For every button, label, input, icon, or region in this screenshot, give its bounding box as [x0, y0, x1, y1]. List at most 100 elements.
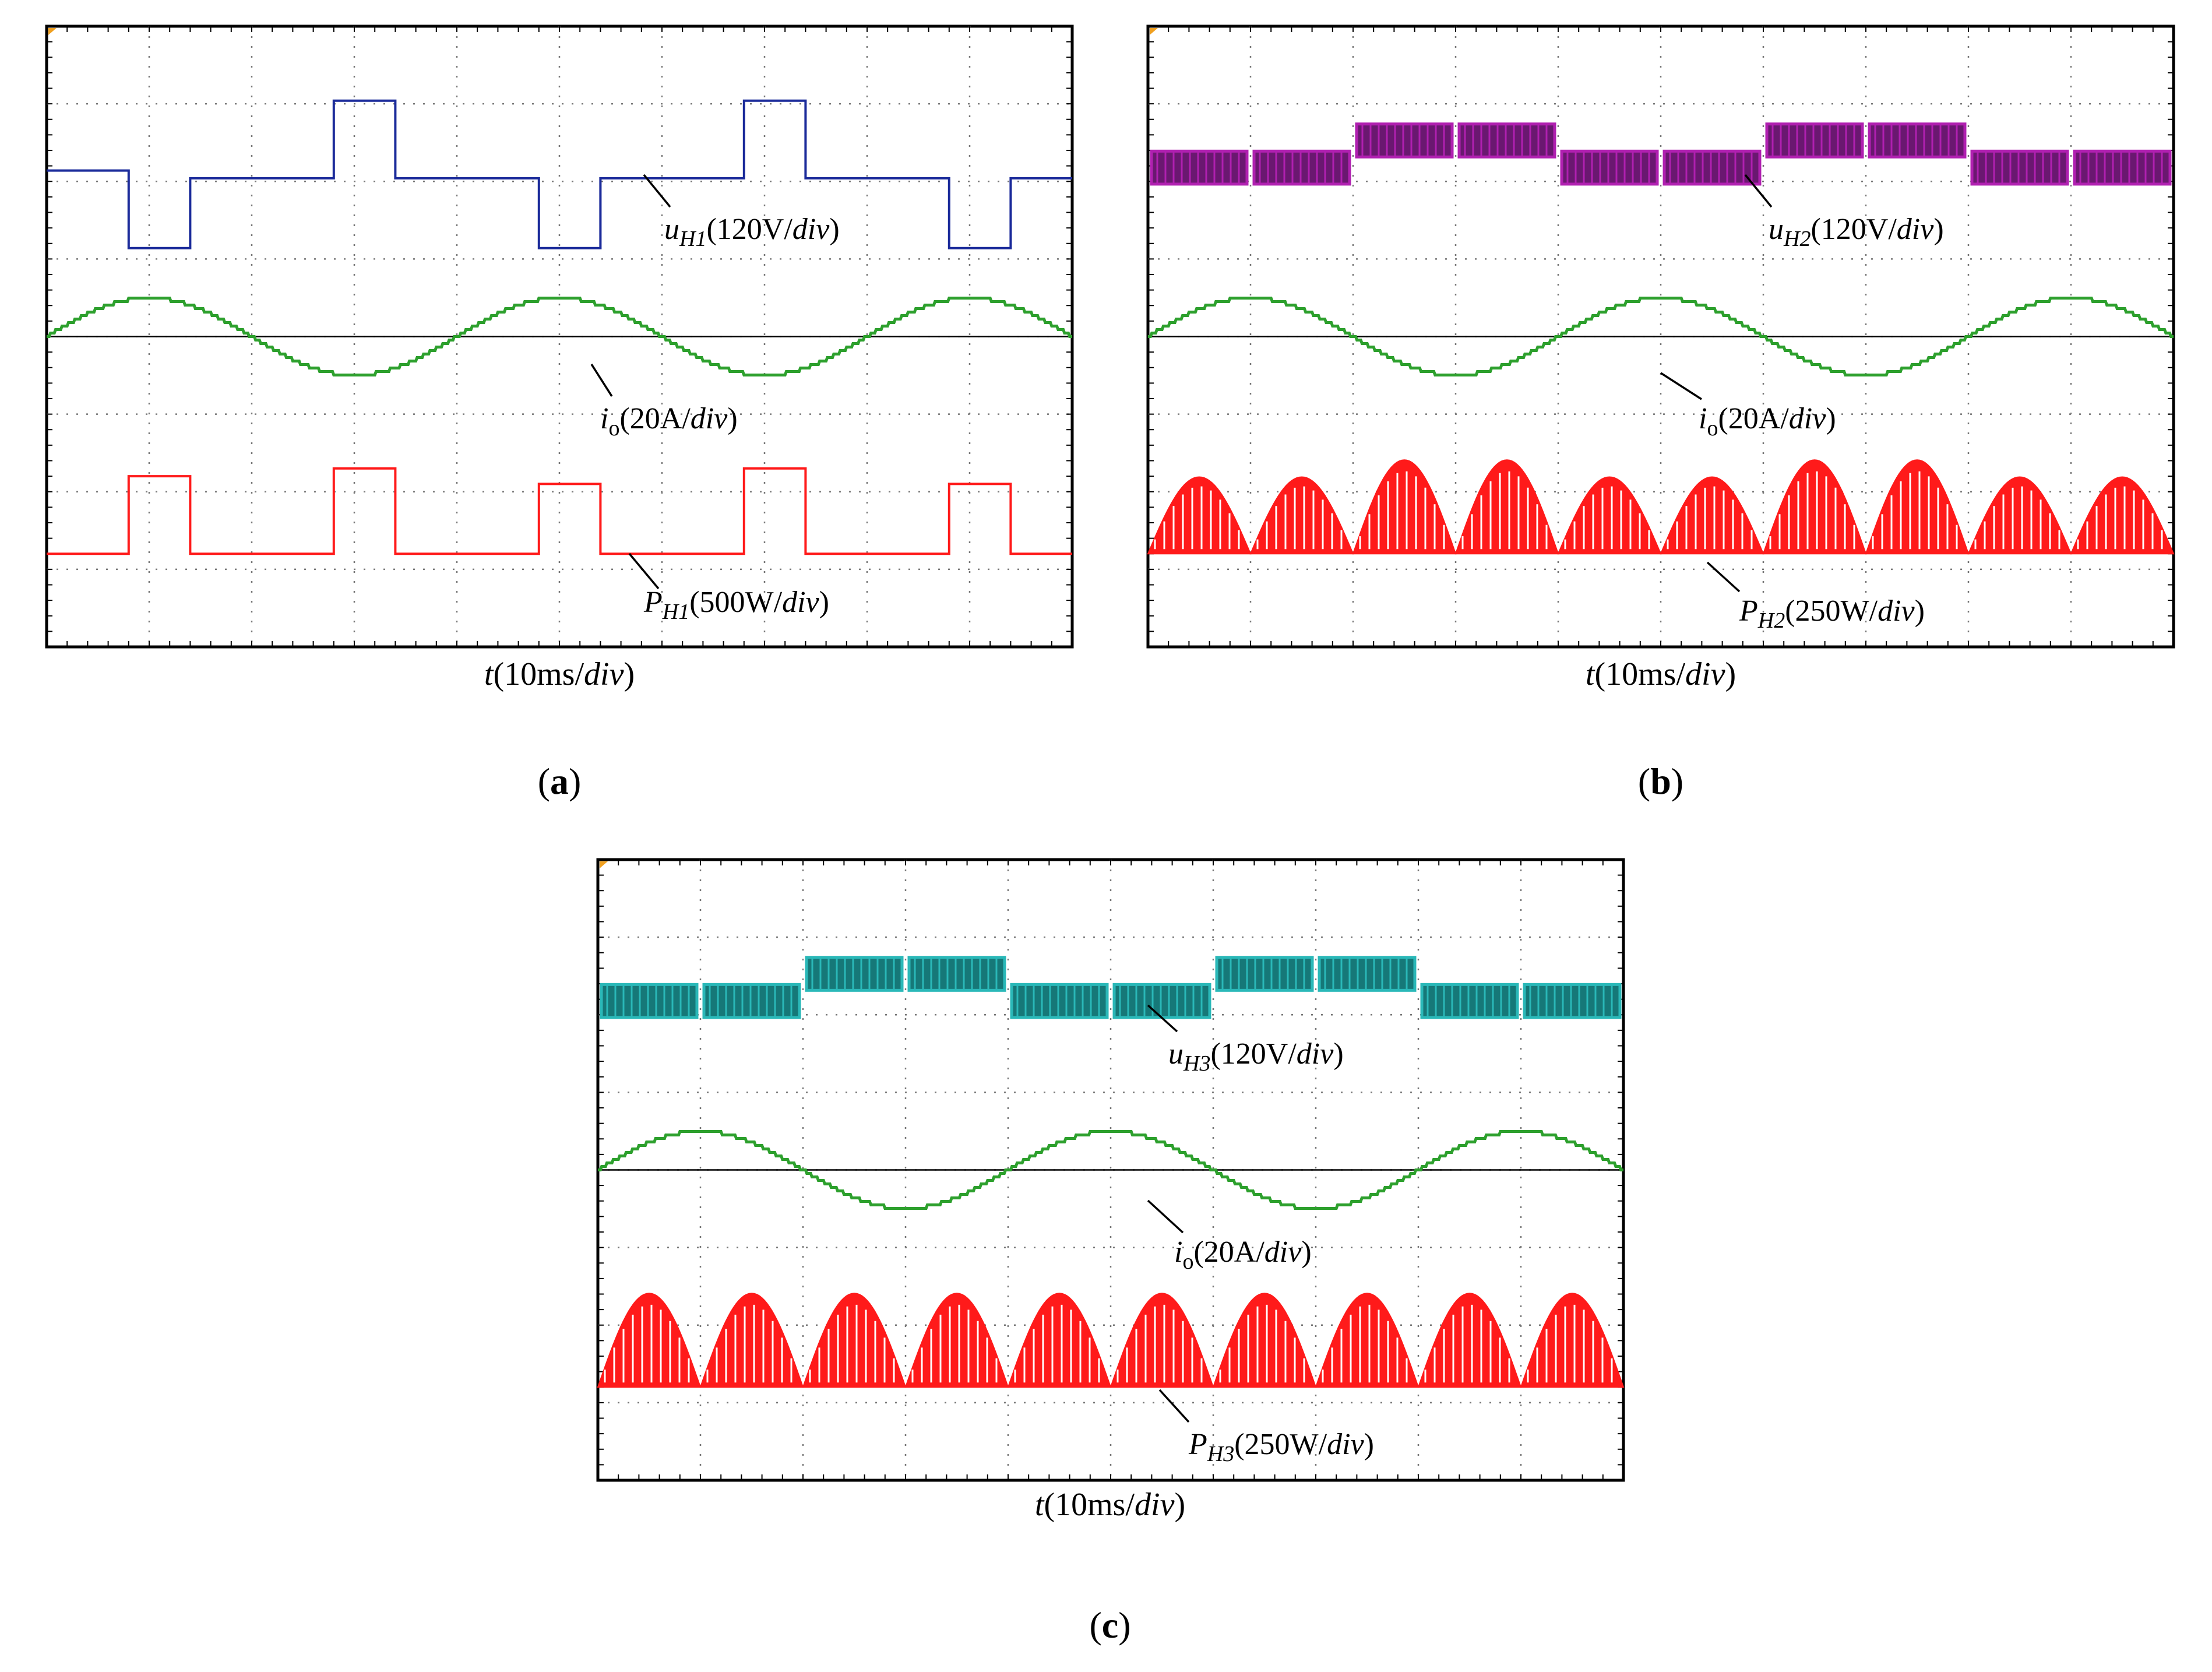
panel-a: uH1(120V/div)io(20A/div)PH1(500W/div)t(1…: [45, 24, 1074, 802]
trace-scale: (20A/: [619, 402, 691, 435]
trace-label-p-h2: PH2(250W/div): [1739, 594, 1925, 633]
trace-scale-unit: div: [691, 402, 728, 435]
x-axis-label: t(10ms/div): [1035, 1487, 1185, 1523]
trace-scale: (250W/: [1785, 594, 1878, 628]
label-pointer: [1660, 372, 1702, 400]
trace-subscript: o: [1182, 1249, 1193, 1274]
caption-open: (: [538, 761, 550, 802]
trace-label-i-o: io(20A/div): [600, 402, 738, 441]
caption-close: ): [569, 761, 581, 802]
x-axis-unit-close: ): [1174, 1487, 1185, 1523]
trace-scale: (120V/: [1811, 213, 1897, 246]
label-pointer: [1147, 1004, 1178, 1033]
panel-c: uH3(120V/div)io(20A/div)PH3(250W/div)t(1…: [596, 858, 1625, 1646]
trace-symbol: P: [1188, 1428, 1207, 1461]
x-axis-unit: (10ms/: [1594, 656, 1685, 692]
x-axis-unit-div: div: [584, 656, 624, 692]
x-axis-unit: (10ms/: [1044, 1487, 1135, 1523]
trace-label-u-h3: uH3(120V/div): [1168, 1037, 1344, 1076]
trace-scale-close: ): [1364, 1428, 1374, 1461]
trace-label-u-h1: uH1(120V/div): [664, 213, 840, 251]
caption-letter: a: [550, 761, 569, 802]
caption-close: ): [1671, 761, 1683, 802]
trace-scale: (500W/: [689, 586, 782, 619]
x-axis-var: t: [1035, 1487, 1045, 1523]
label-pointer: [1147, 1199, 1184, 1234]
x-axis-unit-close: ): [1725, 656, 1736, 692]
trace-subscript: H2: [1757, 608, 1785, 633]
trigger-marker-icon: [1150, 28, 1158, 35]
label-pointer: [1706, 561, 1741, 593]
trace-symbol: i: [600, 402, 608, 435]
trace-p-h1: [47, 467, 1072, 555]
trace-subscript: o: [1707, 416, 1718, 441]
trace-p-h3: [597, 1293, 1625, 1388]
panel-caption: (c): [1089, 1604, 1130, 1646]
trigger-marker-icon: [48, 28, 57, 35]
trace-scale-unit: div: [782, 586, 819, 619]
trace-u-h1: [47, 99, 1072, 249]
label-pointer: [1158, 1389, 1190, 1423]
caption-open: (: [1638, 761, 1650, 802]
trace-p-h2: [1147, 459, 2175, 555]
trace-scale-unit: div: [1878, 594, 1915, 628]
x-axis-unit: (10ms/: [493, 656, 584, 692]
x-axis-label: t(10ms/div): [484, 656, 635, 692]
caption-letter: b: [1650, 761, 1671, 802]
x-axis-label: t(10ms/div): [1586, 656, 1736, 692]
x-axis-unit-div: div: [1135, 1487, 1175, 1523]
x-axis-var: t: [1586, 656, 1595, 692]
trace-scale-unit: div: [1897, 213, 1934, 246]
trace-scale-close: ): [1333, 1037, 1343, 1071]
trace-label-p-h3: PH3(250W/div): [1188, 1428, 1374, 1466]
trace-subscript: H3: [1183, 1051, 1210, 1076]
caption-open: (: [1089, 1604, 1101, 1646]
trace-scale-unit: div: [1297, 1037, 1334, 1071]
grid: [597, 859, 1624, 1481]
trace-scale-close: ): [727, 402, 737, 435]
caption-letter: c: [1102, 1604, 1118, 1646]
trace-symbol: P: [643, 586, 663, 619]
trace-label-p-h1: PH1(500W/div): [643, 586, 829, 624]
label-pointer: [590, 364, 613, 397]
trace-scale-close: ): [1826, 402, 1836, 435]
x-axis-unit-close: ): [624, 656, 635, 692]
trace-scale-close: ): [829, 213, 839, 246]
trace-symbol: P: [1739, 594, 1758, 628]
trace-u-h2: [1150, 122, 2172, 186]
trace-symbol: u: [664, 213, 679, 246]
trace-scale-unit: div: [1789, 402, 1826, 435]
trace-scale: (250W/: [1234, 1428, 1327, 1461]
trace-label-u-h2: uH2(120V/div): [1769, 213, 1944, 251]
trace-subscript: H2: [1783, 227, 1811, 251]
trace-scale: (20A/: [1193, 1235, 1264, 1269]
panel-caption: (a): [538, 761, 582, 802]
trace-scale: (120V/: [1210, 1037, 1297, 1071]
trace-scale: (120V/: [706, 213, 792, 246]
x-axis-unit-div: div: [1685, 656, 1725, 692]
label-pointer: [643, 174, 671, 208]
panel-caption: (b): [1638, 761, 1683, 802]
label-pointer: [1744, 174, 1773, 208]
trace-scale-unit: div: [792, 213, 830, 246]
trace-label-i-o: io(20A/div): [1699, 402, 1836, 441]
trace-symbol: u: [1168, 1037, 1184, 1071]
trace-i-o: [1148, 297, 2174, 376]
trace-scale-close: ): [1915, 594, 1925, 628]
trace-symbol: i: [1699, 402, 1707, 435]
trace-scale-unit: div: [1327, 1428, 1364, 1461]
trace-scale-close: ): [1933, 213, 1943, 246]
panel-b: uH2(120V/div)io(20A/div)PH2(250W/div)t(1…: [1146, 24, 2175, 802]
x-axis-var: t: [484, 656, 494, 692]
trace-subscript: H1: [662, 600, 689, 624]
trace-symbol: u: [1769, 213, 1784, 246]
trace-scale: (20A/: [1718, 402, 1789, 435]
trigger-marker-icon: [600, 861, 608, 868]
trace-subscript: H1: [679, 227, 706, 251]
trace-subscript: H3: [1207, 1442, 1234, 1466]
trace-u-h3: [600, 956, 1622, 1019]
label-pointer: [628, 552, 660, 590]
trace-symbol: i: [1174, 1235, 1182, 1269]
trace-subscript: o: [608, 416, 619, 441]
